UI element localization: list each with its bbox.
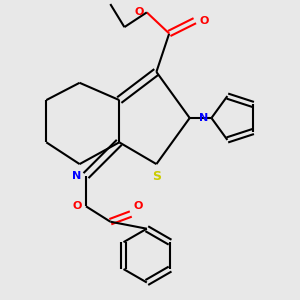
- Text: S: S: [152, 170, 161, 184]
- Text: N: N: [72, 171, 81, 181]
- Text: O: O: [200, 16, 209, 26]
- Text: O: O: [72, 201, 82, 211]
- Text: N: N: [199, 113, 208, 123]
- Text: O: O: [134, 201, 143, 211]
- Text: O: O: [134, 8, 144, 17]
